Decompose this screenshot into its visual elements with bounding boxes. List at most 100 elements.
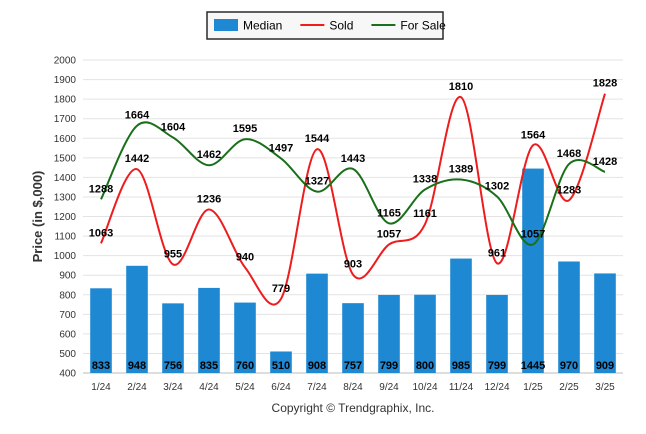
x-tick-label: 1/25	[523, 382, 543, 393]
y-tick-label: 1200	[54, 212, 77, 223]
median-bar-label: 1445	[521, 360, 545, 372]
for-sale-point-label: 1057	[521, 228, 545, 240]
x-tick-label: 2/24	[127, 382, 147, 393]
for-sale-point-label: 1604	[161, 121, 186, 133]
sold-point-label: 1564	[521, 129, 546, 141]
median-bar	[450, 258, 472, 373]
median-bar-label: 985	[452, 360, 470, 372]
sold-point-label: 779	[272, 283, 290, 295]
y-tick-label: 1700	[54, 114, 77, 125]
median-bar	[342, 303, 364, 373]
sold-point-label: 903	[344, 259, 362, 271]
median-bar	[234, 302, 256, 373]
median-legend-label: Median	[243, 19, 282, 33]
for-sale-point-label: 1389	[449, 164, 473, 176]
x-tick-label: 4/24	[199, 382, 219, 393]
y-tick-label: 1100	[54, 232, 76, 243]
x-tick-label: 6/24	[271, 382, 291, 393]
median-bar	[594, 273, 616, 373]
median-bars	[90, 168, 616, 373]
y-tick-label: 1800	[54, 95, 77, 106]
x-tick-label: 11/24	[449, 382, 474, 393]
for-sale-point-label: 1497	[269, 142, 293, 154]
sold-point-label: 1161	[413, 208, 437, 220]
sold-point-label: 961	[488, 247, 506, 259]
x-tick-label: 8/24	[343, 382, 363, 393]
x-axis-ticks: 1/24 2/24 3/24 4/24 5/24 6/24 7/24 8/24 9/24 10/2…	[91, 382, 615, 393]
for-sale-point-label: 1468	[557, 148, 581, 160]
x-tick-label: 10/24	[412, 382, 437, 393]
median-bar-label: 799	[488, 360, 506, 372]
median-bar	[414, 294, 436, 373]
y-tick-label: 500	[59, 349, 76, 360]
for-sale-legend-label: For Sale	[400, 19, 446, 33]
x-tick-label: 5/24	[235, 382, 255, 393]
y-axis-ticks: 400 500 600 700 800 900 1000 1100 1200 1300 1400 15…	[54, 56, 77, 380]
for-sale-point-label: 1428	[593, 156, 617, 168]
sold-point-label: 1810	[449, 81, 473, 93]
legend-box	[206, 11, 444, 40]
for-sale-point-label: 1462	[197, 149, 221, 161]
sold-point-label: 1283	[557, 184, 581, 196]
sold-point-label: 1442	[125, 153, 149, 165]
y-tick-label: 1900	[54, 75, 77, 86]
x-tick-label: 2/25	[559, 382, 579, 393]
bar-data-labels: 833 948 756 835 760 510 908 757 799 800 985 799 1445…	[92, 360, 614, 372]
x-tick-label: 1/24	[91, 382, 111, 393]
y-tick-label: 1000	[54, 251, 77, 262]
for-sale-point-label: 1288	[89, 183, 113, 195]
median-bar-label: 835	[200, 360, 218, 372]
y-tick-label: 1300	[54, 192, 77, 203]
median-bar-label: 756	[164, 360, 182, 372]
for-sale-point-label: 1327	[305, 176, 329, 188]
sold-legend-label: Sold	[329, 19, 353, 33]
series-lines	[100, 93, 606, 306]
for-sale-point-label: 1165	[377, 207, 401, 219]
median-bar	[486, 294, 508, 373]
y-tick-label: 900	[59, 271, 76, 282]
median-bar-label: 908	[308, 360, 326, 372]
median-bar-label: 800	[416, 360, 434, 372]
y-axis-label: Price (in $,000)	[30, 171, 45, 263]
median-bar	[558, 261, 580, 373]
median-bar	[270, 351, 292, 373]
sold-point-label: 1828	[593, 78, 617, 90]
median-bar-label: 799	[380, 360, 398, 372]
median-bar-label: 970	[560, 360, 578, 372]
median-bar-label: 833	[92, 360, 110, 372]
median-bar-label: 909	[596, 360, 614, 372]
legend: Median Sold For Sale	[206, 11, 446, 40]
for-sale-point-label: 1302	[485, 181, 509, 193]
sold-point-label: 1057	[377, 228, 401, 240]
x-tick-label: 7/24	[307, 382, 327, 393]
sold-line	[100, 93, 606, 306]
for-sale-point-label: 1338	[413, 174, 437, 186]
median-bar-label: 760	[236, 360, 254, 372]
x-tick-label: 12/24	[484, 382, 509, 393]
median-bar	[378, 294, 400, 373]
copyright-text: Copyright © Trendgraphix, Inc.	[272, 401, 435, 415]
y-tick-label: 600	[59, 329, 76, 340]
median-bar	[198, 287, 220, 373]
median-bar-label: 948	[128, 360, 146, 372]
median-bar	[90, 288, 112, 373]
point-data-labels: 1063 1442 955 1236 940 779 1544 903 1057 1161 1810…	[89, 78, 617, 295]
sold-point-label: 1544	[305, 133, 330, 145]
x-tick-label: 9/24	[379, 382, 399, 393]
y-tick-label: 400	[59, 369, 76, 380]
y-tick-label: 800	[59, 290, 76, 301]
x-tick-label: 3/25	[595, 382, 615, 393]
sold-point-label: 940	[236, 251, 254, 263]
y-tick-label: 2000	[54, 56, 77, 67]
for-sale-point-label: 1664	[125, 110, 150, 122]
for-sale-line	[100, 121, 606, 246]
median-bar-label: 757	[344, 360, 362, 372]
median-bar-label: 510	[272, 360, 290, 372]
y-tick-label: 1500	[54, 153, 77, 164]
median-bar	[522, 168, 544, 373]
y-tick-label: 1400	[54, 173, 77, 184]
median-legend-swatch	[214, 19, 238, 31]
sold-point-label: 1236	[197, 193, 221, 205]
sold-point-label: 955	[164, 248, 182, 260]
